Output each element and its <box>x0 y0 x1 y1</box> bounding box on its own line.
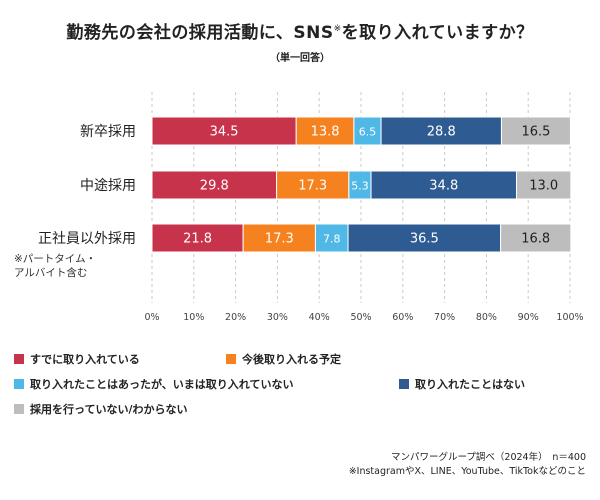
category-label: 新卒採用 <box>80 124 136 140</box>
x-tick-label: 30% <box>267 312 288 323</box>
legend-swatch <box>14 404 24 414</box>
bar-value-label: 21.8 <box>183 232 212 247</box>
chart-title-footnote-mark: ※ <box>333 24 342 34</box>
chart-title: 勤務先の会社の採用活動に、SNS※を取り入れていますか？ <box>0 18 600 43</box>
legend-label: 取り入れたことはあったが、いまは取り入れていない <box>30 378 294 391</box>
bar-segment <box>151 223 244 253</box>
x-tick-label: 0% <box>144 312 159 323</box>
chart-subtitle: （単一回答） <box>270 53 330 64</box>
x-tick-label: 70% <box>434 312 455 323</box>
bar-segment <box>500 116 571 146</box>
bar-value-label: 16.5 <box>521 125 550 140</box>
legend-label: 採用を行っていない/わからない <box>30 403 188 416</box>
bar-segment <box>347 223 502 253</box>
legend-swatch <box>14 379 24 389</box>
legend-item: すでに取り入れている <box>14 351 140 367</box>
bar-value-label: 34.5 <box>210 125 239 140</box>
bar-segment <box>515 170 572 200</box>
source-footnote: ※InstagramやX、LINE、YouTube、TikTokなどのこと <box>348 466 586 477</box>
bar-segment <box>500 223 572 253</box>
x-tick-label: 100% <box>556 312 583 323</box>
source-note: マンパワーグループ調べ（2024年） n＝400 ※InstagramやX、LI… <box>349 451 586 479</box>
legend-swatch <box>399 379 409 389</box>
x-tick-label: 20% <box>225 312 246 323</box>
bar-segment <box>370 170 517 200</box>
bar-value-label: 34.8 <box>429 179 458 194</box>
bar-value-label: 17.3 <box>298 179 327 194</box>
x-tick-label: 50% <box>350 312 371 323</box>
bar-value-label: 13.0 <box>529 179 558 194</box>
x-tick-label: 40% <box>309 312 330 323</box>
chart-title-tail: を取り入れていますか？ <box>341 23 534 43</box>
bar-value-label: 17.3 <box>265 232 294 247</box>
category-label: 正社員以外採用 <box>38 231 136 247</box>
bar-segment <box>353 116 382 146</box>
bar-segment <box>276 170 350 200</box>
bar-value-label: 36.5 <box>410 232 439 247</box>
category-label: 中途採用 <box>80 177 136 194</box>
legend-item: 取り入れたことはあったが、いまは取り入れていない <box>14 376 293 392</box>
x-tick-label: 10% <box>183 312 204 323</box>
source-line: マンパワーグループ調べ（2024年） n＝400 <box>390 452 586 463</box>
bar-value-label: 13.8 <box>311 125 340 140</box>
bar-value-label: 7.8 <box>323 233 341 246</box>
bar-value-label: 5.3 <box>351 180 369 193</box>
bar-segment <box>151 170 278 200</box>
bar-value-label: 28.8 <box>427 125 456 140</box>
legend-item: 今後取り入れる予定 <box>226 351 341 367</box>
legend-item: 採用を行っていない/わからない <box>14 401 187 417</box>
legend-swatch <box>226 354 236 364</box>
bar-value-label: 6.5 <box>359 126 377 139</box>
bar-segment <box>314 223 349 253</box>
stacked-bar-chart: 0% 10% 20% 30% 40% 50% 60% 70% 80% 90% 100% 34.5 13.… <box>14 92 584 323</box>
bar-segment <box>380 116 502 146</box>
chart-title-main: 勤務先の会社の採用活動に、SNS <box>66 23 334 43</box>
legend-label: 取り入れたことはない <box>415 378 525 391</box>
bar-segment <box>295 116 355 146</box>
x-tick-label: 60% <box>392 312 413 323</box>
x-tick-label: 90% <box>518 312 539 323</box>
legend-label: すでに取り入れている <box>30 353 140 366</box>
category-note: アルバイト含む <box>14 266 87 279</box>
legend-item: 取り入れたことはない <box>399 376 525 392</box>
bar-value-label: 16.8 <box>521 232 550 247</box>
x-tick-label: 80% <box>476 312 497 323</box>
category-note: ※パートタイム・ <box>14 253 96 265</box>
legend-swatch <box>14 354 24 364</box>
bar-value-label: 29.8 <box>200 179 229 194</box>
legend-label: 今後取り入れる予定 <box>242 353 341 366</box>
